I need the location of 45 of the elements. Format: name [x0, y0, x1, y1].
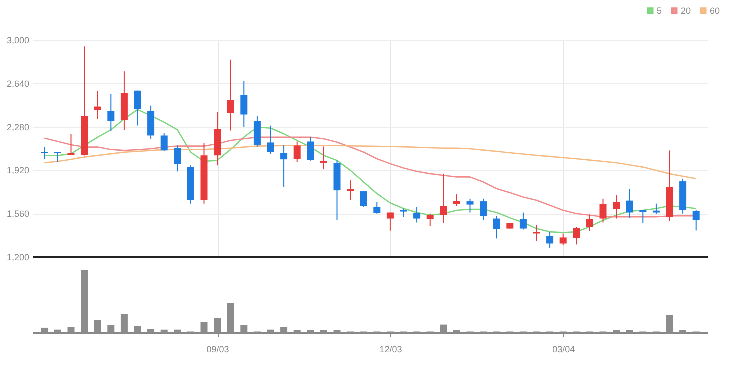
candlestick [307, 136, 314, 162]
candlestick [374, 202, 381, 214]
candlestick [267, 125, 274, 155]
candlestick [254, 116, 261, 148]
candlestick [466, 198, 474, 214]
candlestick [493, 216, 500, 240]
candlestick [160, 132, 168, 152]
candlestick [174, 145, 182, 172]
y-tick-label: 1,560 [6, 209, 30, 220]
candlestick [613, 195, 620, 220]
candlestick [426, 213, 434, 227]
y-tick-label: 2,280 [6, 122, 30, 132]
candlestick [600, 198, 607, 224]
candlestick [240, 80, 248, 128]
candlestick [520, 212, 527, 230]
y-tick-label: 3,000 [6, 36, 30, 46]
candlestick [386, 212, 394, 232]
candlestick [294, 141, 301, 163]
x-tick-label: 12/03 [380, 344, 402, 354]
candlestick [414, 206, 421, 224]
candlestick [360, 191, 368, 208]
legend-label: 20 [681, 6, 692, 16]
candlestick [54, 152, 62, 163]
candlestick [692, 210, 700, 232]
legend-label: 60 [710, 6, 720, 16]
candlestick [480, 198, 488, 221]
candlestick [573, 226, 580, 246]
y-tick-label: 1,200 [6, 252, 30, 262]
candlestick [280, 144, 288, 188]
candlestick [134, 90, 142, 126]
legend-label: 5 [657, 6, 662, 16]
candlestick [546, 232, 554, 249]
candlestick [108, 94, 115, 132]
candlestick [652, 203, 660, 215]
candlestick [586, 214, 594, 232]
candlestick [626, 188, 634, 219]
candlestick [440, 173, 448, 224]
candlestick [560, 233, 567, 246]
candlestick [227, 59, 234, 132]
candlestick [41, 146, 48, 160]
y-tick-label: 1,920 [6, 166, 30, 176]
candlestick [453, 194, 460, 207]
y-tick-label: 2,640 [6, 78, 30, 89]
x-tick-label: 09/03 [206, 344, 230, 354]
x-tick-label: 03/04 [552, 344, 576, 354]
